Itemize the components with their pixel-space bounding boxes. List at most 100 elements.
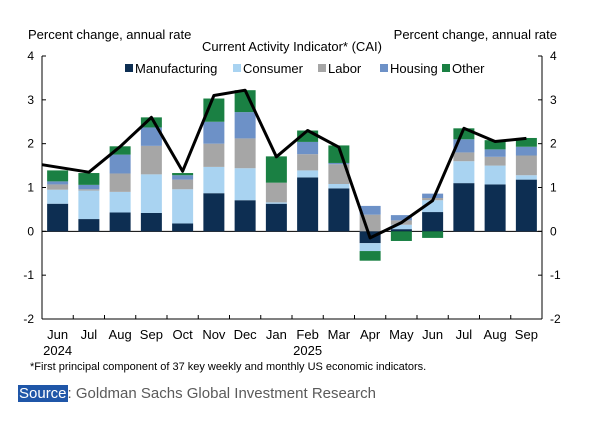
bar-segment-other	[109, 146, 131, 155]
y-tick-label-right: 0	[550, 224, 557, 238]
legend-swatch-labor	[318, 64, 326, 72]
chart: Percent change, annual rate Current Acti…	[23, 27, 561, 358]
bar-segment-manufacturing	[140, 212, 162, 232]
bar-segment-manufacturing	[172, 223, 194, 232]
bar-segment-manufacturing	[203, 193, 225, 232]
bar-segment-other	[47, 170, 69, 182]
legend-label-manufacturing: Manufacturing	[135, 61, 217, 76]
bar-segment-labor	[172, 179, 194, 190]
bar-segment-labor	[140, 145, 162, 175]
bar-segment-other	[422, 231, 444, 238]
legend-swatch-housing	[380, 64, 388, 72]
y-tick-label-right: 4	[550, 49, 557, 63]
y-tick-label-right: 1	[550, 181, 557, 195]
x-tick-label: Aug	[109, 327, 132, 342]
bar-segment-housing	[47, 181, 69, 185]
bar-segment-consumer	[359, 243, 381, 252]
x-tick-label: Dec	[234, 327, 258, 342]
bar-segment-other	[359, 251, 381, 261]
bar-segment-other	[172, 173, 194, 176]
bar-segment-other	[390, 231, 412, 241]
bar-segment-housing	[297, 141, 319, 155]
x-tick-label: Jan	[266, 327, 287, 342]
bar-segment-manufacturing	[265, 203, 287, 232]
bar-segment-consumer	[140, 174, 162, 213]
bar-segment-consumer	[515, 175, 537, 180]
bar-segment-labor	[484, 156, 506, 166]
y-tick-label-right: 2	[550, 137, 557, 151]
bar-segment-consumer	[390, 224, 412, 230]
legend-swatch-manufacturing	[125, 64, 133, 72]
legend-label-labor: Labor	[328, 61, 362, 76]
bar-segment-manufacturing	[47, 203, 69, 232]
cai-line	[41, 88, 527, 240]
y-tick-label-left: 2	[27, 137, 34, 151]
bar-segment-labor	[234, 138, 256, 169]
x-tick-label: Jul	[81, 327, 98, 342]
x-tick-label: Sep	[140, 327, 163, 342]
bar-segment-labor	[328, 164, 350, 184]
bar-segment-housing	[390, 215, 412, 221]
x-tick-label: Apr	[360, 327, 381, 342]
bar-segment-other	[203, 98, 225, 122]
legend-label-housing: Housing	[390, 61, 438, 76]
bar-segment-manufacturing	[109, 212, 131, 232]
bar-segment-consumer	[297, 170, 319, 178]
bar-segment-housing	[109, 154, 131, 174]
y-tick-label-right: 3	[550, 93, 557, 107]
bar-segment-other	[265, 156, 287, 183]
y-tick-label-left: -1	[23, 268, 34, 282]
bar-segment-consumer	[172, 189, 194, 224]
y-tick-label-left: -2	[23, 312, 34, 326]
bar-segment-consumer	[328, 183, 350, 189]
bar-segment-consumer	[422, 200, 444, 213]
bar-segment-manufacturing	[234, 200, 256, 232]
year-label: 2024	[43, 343, 72, 358]
x-tick-label: Jul	[456, 327, 473, 342]
bar-segment-labor	[265, 182, 287, 203]
bar-segment-other	[515, 137, 537, 147]
bar-segment-manufacturing	[297, 177, 319, 232]
bar-segment-other	[484, 140, 506, 150]
year-label: 2025	[293, 343, 322, 358]
bar-segment-consumer	[265, 202, 287, 204]
footnote: *First principal component of 37 key wee…	[30, 361, 427, 373]
bar-segment-housing	[515, 146, 537, 156]
legend-swatch-other	[442, 64, 450, 72]
bar-segment-housing	[234, 112, 256, 139]
bar-segment-manufacturing	[390, 229, 412, 232]
bar-segment-consumer	[203, 166, 225, 194]
bar-segment-other	[234, 90, 256, 113]
right-axis-title: Percent change, annual rate	[394, 27, 557, 42]
left-axis-title: Percent change, annual rate	[28, 27, 191, 42]
source-text: : Goldman Sachs Global Investment Resear…	[67, 385, 377, 402]
bar-segment-consumer	[109, 191, 131, 213]
y-tick-label-right: -1	[550, 268, 561, 282]
bar-segment-labor	[78, 189, 100, 191]
bar-segment-manufacturing	[453, 183, 475, 232]
y-tick-label-left: 0	[27, 224, 34, 238]
plot-area: -2 -2 -1 -1 0 0 1 1 2 2 3 3 4 4 Jun Jul Aug Sep Oct Nov Dec J…	[23, 49, 561, 358]
x-tick-label: May	[389, 327, 414, 342]
x-tick-label: Aug	[484, 327, 507, 342]
y-tick-label-left: 4	[27, 49, 34, 63]
bar-segment-housing	[140, 127, 162, 146]
bar-segment-other	[453, 128, 475, 140]
bar-segment-housing	[484, 149, 506, 157]
x-tick-label: Mar	[328, 327, 351, 342]
x-tick-label: Nov	[202, 327, 226, 342]
bar-segment-consumer	[234, 168, 256, 201]
chart-title: Current Activity Indicator* (CAI)	[202, 39, 382, 54]
bar-segment-housing	[203, 121, 225, 144]
bar-segment-other	[78, 173, 100, 185]
bar-segment-consumer	[78, 190, 100, 220]
bar-segment-manufacturing	[422, 212, 444, 232]
y-tick-label-left: 3	[27, 93, 34, 107]
bar-segment-housing	[78, 184, 100, 190]
bar-segment-housing	[172, 175, 194, 180]
bar-segment-labor	[109, 173, 131, 192]
bar-segment-housing	[328, 162, 350, 165]
legend-label-other: Other	[452, 61, 485, 76]
x-tick-label: Oct	[173, 327, 194, 342]
x-tick-label: Feb	[296, 327, 318, 342]
